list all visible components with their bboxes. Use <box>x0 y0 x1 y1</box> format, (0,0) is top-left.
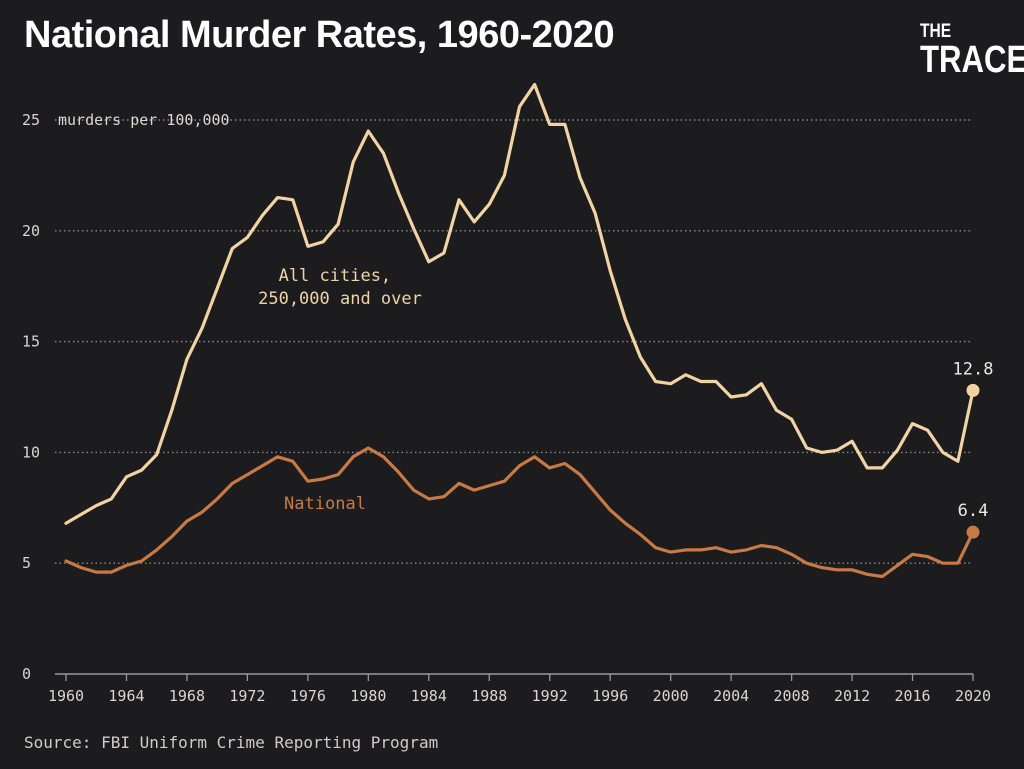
x-tick-label-2004: 2004 <box>713 687 749 705</box>
gridlines <box>55 119 973 564</box>
source-note: Source: FBI Uniform Crime Reporting Prog… <box>24 733 439 752</box>
endpoint-dot-cities <box>966 383 980 397</box>
chart-title: National Murder Rates, 1960-2020 <box>24 14 615 56</box>
y-tick-label-10: 10 <box>22 443 40 461</box>
series-line-national <box>64 446 975 579</box>
y-tick-label-20: 20 <box>22 222 40 240</box>
x-tick-label-2000: 2000 <box>653 687 689 705</box>
series-label-cities-line2: 250,000 and over <box>258 289 422 309</box>
x-tick-label-1988: 1988 <box>471 687 507 705</box>
endpoint-label-cities: 12.8 <box>953 359 994 379</box>
series-label-cities-line1: All cities, <box>279 266 392 286</box>
x-tick-label-1992: 1992 <box>532 687 568 705</box>
series-line-cities <box>64 82 975 525</box>
endpoint-dot-national <box>966 525 980 539</box>
x-tick-label-1980: 1980 <box>350 687 386 705</box>
series-lines <box>64 82 975 579</box>
x-axis-ticks: 1960 1964 1968 1972 1976 1980 1984 1988 1992 1996… <box>48 674 991 705</box>
brand-logo: THE TRACE <box>920 22 1024 79</box>
x-tick-label-2008: 2008 <box>774 687 810 705</box>
y-tick-label-15: 15 <box>22 333 40 351</box>
x-tick-label-1984: 1984 <box>411 687 447 705</box>
endpoint-markers: 12.8 6.4 <box>953 359 994 539</box>
y-tick-label-5: 5 <box>22 554 31 572</box>
x-tick-label-2020: 2020 <box>955 687 991 705</box>
y-tick-label-0: 0 <box>22 665 31 683</box>
x-tick-label-1960: 1960 <box>48 687 84 705</box>
y-tick-label-25: 25 <box>22 111 40 129</box>
y-axis-label: murders per 100,000 <box>58 111 230 129</box>
x-tick-label-2016: 2016 <box>894 687 930 705</box>
y-axis-ticks: 0 5 10 15 20 25 <box>22 111 40 683</box>
x-tick-label-1972: 1972 <box>229 687 265 705</box>
x-tick-label-1976: 1976 <box>290 687 326 705</box>
x-tick-label-1968: 1968 <box>169 687 205 705</box>
x-tick-label-1996: 1996 <box>592 687 628 705</box>
logo-line-trace: TRACE <box>920 39 1024 81</box>
series-label-national: National <box>284 494 366 514</box>
endpoint-label-national: 6.4 <box>958 501 989 521</box>
logo-line-the: THE <box>920 21 952 42</box>
x-tick-label-1964: 1964 <box>108 687 144 705</box>
series-label-cities: All cities, 250,000 and over <box>258 266 422 309</box>
x-tick-label-2012: 2012 <box>834 687 870 705</box>
